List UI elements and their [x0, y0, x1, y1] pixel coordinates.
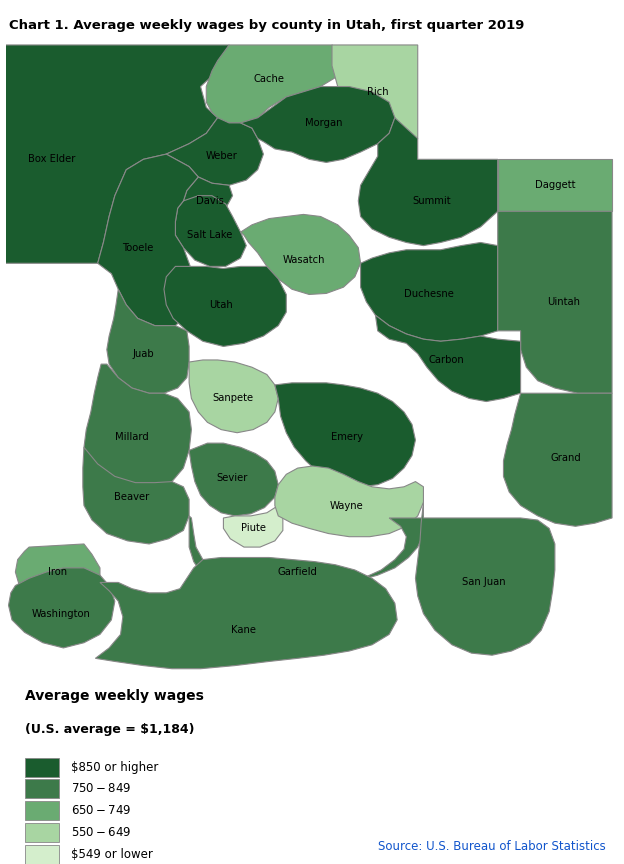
- Polygon shape: [241, 86, 395, 162]
- Polygon shape: [189, 360, 278, 433]
- Text: Duchesne: Duchesne: [404, 289, 454, 300]
- Polygon shape: [223, 505, 283, 547]
- Bar: [25, 758, 59, 777]
- Polygon shape: [9, 568, 115, 648]
- Polygon shape: [183, 177, 233, 217]
- Polygon shape: [83, 448, 189, 544]
- Polygon shape: [498, 159, 612, 212]
- Text: Piute: Piute: [241, 524, 266, 533]
- Text: Kane: Kane: [232, 626, 256, 635]
- Text: Utah: Utah: [209, 300, 233, 310]
- Text: Davis: Davis: [196, 196, 223, 206]
- Text: Grand: Grand: [551, 453, 582, 463]
- Polygon shape: [95, 557, 397, 669]
- Text: Source: U.S. Bureau of Labor Statistics: Source: U.S. Bureau of Labor Statistics: [378, 840, 605, 853]
- Text: Sevier: Sevier: [217, 473, 248, 484]
- Text: Carbon: Carbon: [429, 355, 464, 365]
- Polygon shape: [504, 393, 612, 526]
- Text: $550 - $649: $550 - $649: [71, 826, 131, 839]
- Polygon shape: [16, 544, 100, 603]
- Text: Chart 1. Average weekly wages by county in Utah, first quarter 2019: Chart 1. Average weekly wages by county …: [9, 19, 525, 32]
- Text: Wasatch: Wasatch: [282, 255, 324, 265]
- Text: Sanpete: Sanpete: [212, 393, 253, 403]
- Text: $650 - $749: $650 - $749: [71, 804, 131, 817]
- Polygon shape: [175, 196, 246, 266]
- Polygon shape: [498, 212, 612, 393]
- Bar: [25, 823, 59, 842]
- Polygon shape: [189, 516, 424, 599]
- Polygon shape: [164, 266, 286, 346]
- Text: Juab: Juab: [132, 349, 154, 359]
- Text: $750 - $849: $750 - $849: [71, 783, 131, 796]
- Polygon shape: [361, 243, 498, 341]
- Text: Tooele: Tooele: [122, 243, 154, 252]
- Polygon shape: [189, 443, 278, 516]
- Text: San Juan: San Juan: [462, 577, 506, 588]
- Text: Box Elder: Box Elder: [28, 155, 76, 164]
- Polygon shape: [332, 45, 417, 138]
- Text: Weber: Weber: [205, 151, 237, 162]
- Polygon shape: [376, 315, 520, 402]
- Text: Wayne: Wayne: [330, 500, 364, 511]
- Bar: [25, 845, 59, 864]
- Text: Beaver: Beaver: [114, 492, 150, 502]
- Text: Iron: Iron: [48, 567, 67, 577]
- Text: Rich: Rich: [367, 86, 389, 97]
- Text: Millard: Millard: [115, 432, 149, 442]
- Text: Emery: Emery: [331, 432, 363, 442]
- Text: Average weekly wages: Average weekly wages: [25, 689, 204, 703]
- Text: Morgan: Morgan: [305, 118, 343, 128]
- Text: Daggett: Daggett: [535, 181, 575, 190]
- Polygon shape: [241, 214, 361, 295]
- Text: Garfield: Garfield: [278, 567, 318, 577]
- Polygon shape: [207, 45, 343, 123]
- Polygon shape: [107, 289, 189, 393]
- Polygon shape: [275, 383, 416, 486]
- Text: Summit: Summit: [412, 196, 451, 206]
- Text: Washington: Washington: [32, 608, 90, 619]
- Text: $549 or lower: $549 or lower: [71, 848, 152, 861]
- Text: $850 or higher: $850 or higher: [71, 760, 158, 773]
- Polygon shape: [416, 502, 555, 655]
- Polygon shape: [166, 118, 263, 185]
- Polygon shape: [98, 154, 198, 326]
- Text: Salt Lake: Salt Lake: [187, 230, 232, 240]
- Bar: [25, 779, 59, 798]
- Polygon shape: [275, 466, 424, 537]
- Text: Cache: Cache: [253, 74, 285, 85]
- Bar: [25, 801, 59, 820]
- Text: (U.S. average = $1,184): (U.S. average = $1,184): [25, 723, 195, 736]
- Polygon shape: [0, 45, 229, 264]
- Polygon shape: [84, 364, 192, 492]
- Text: Uintah: Uintah: [547, 296, 580, 307]
- Polygon shape: [358, 118, 498, 245]
